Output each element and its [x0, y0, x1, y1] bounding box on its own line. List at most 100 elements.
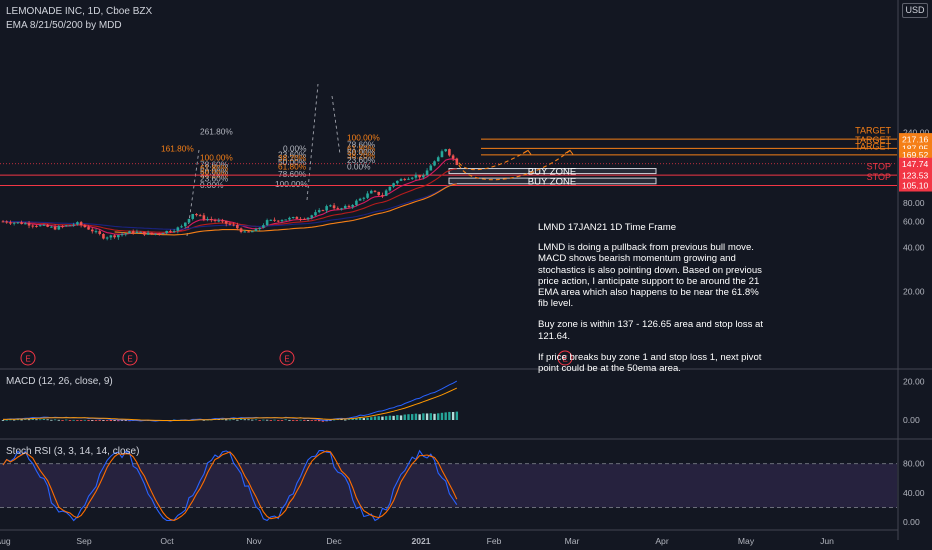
- candle-body: [90, 229, 94, 232]
- projection-path-2: [458, 149, 571, 181]
- candle-body: [232, 224, 235, 226]
- macd-histogram-bar: [12, 419, 16, 421]
- candle-body: [429, 165, 433, 171]
- macd-histogram-bar: [46, 419, 49, 421]
- candle-body: [418, 174, 421, 178]
- candle-body: [340, 208, 343, 210]
- macd-histogram-bar: [72, 419, 75, 421]
- macd-histogram-bar: [422, 413, 425, 420]
- candle-body: [239, 228, 243, 232]
- candle-body: [161, 233, 165, 235]
- macd-histogram-bar: [120, 420, 124, 421]
- macd-histogram-bar: [277, 420, 280, 421]
- macd-legend: MACD (12, 26, close, 9): [6, 376, 113, 387]
- candle-body: [250, 231, 254, 233]
- macd-histogram-bar: [20, 419, 23, 421]
- candle-body: [202, 215, 206, 220]
- macd-histogram-bar: [392, 415, 395, 420]
- price-flag: [899, 157, 932, 170]
- buy-zone-box: [448, 177, 657, 185]
- earnings-marker-label: E: [284, 355, 289, 364]
- candle-body: [12, 222, 16, 224]
- price-tick-label: 20.00: [903, 287, 925, 297]
- macd-histogram-bar: [303, 420, 306, 421]
- fib-level-label: 50.00%: [278, 157, 307, 167]
- candle-body: [451, 155, 455, 159]
- candle-body: [57, 226, 61, 230]
- stoch-d-line: [2, 450, 458, 521]
- time-axis-label: Sep: [76, 536, 92, 546]
- macd-histogram-bar: [370, 417, 373, 420]
- candle-body: [310, 215, 314, 218]
- candle-body: [276, 220, 280, 222]
- price-flag-label: 217.16: [902, 134, 929, 144]
- candle-body: [425, 170, 429, 176]
- time-axis-label: Mar: [565, 536, 580, 546]
- price-flag: [899, 179, 932, 192]
- candle-body: [440, 151, 444, 158]
- macd-histogram-bar: [65, 419, 68, 421]
- macd-tick-label: 20.00: [903, 376, 925, 386]
- target-label: TARGET: [855, 135, 891, 145]
- candle-body: [321, 210, 325, 212]
- time-axis-label: Jun: [820, 536, 834, 546]
- macd-histogram-bar: [124, 420, 127, 421]
- macd-histogram-bar: [414, 413, 418, 420]
- candle-body: [317, 210, 321, 213]
- candle-body: [206, 219, 209, 221]
- macd-histogram-bar: [284, 419, 287, 421]
- fib-level-label: 23.60%: [278, 149, 307, 159]
- candle-body: [128, 231, 131, 234]
- candle-body: [53, 226, 57, 230]
- fib-level-label: 78.60%: [347, 139, 376, 149]
- macd-histogram-bar: [50, 419, 53, 421]
- projection-arrow-1: [522, 149, 532, 155]
- macd-histogram-bar: [318, 420, 321, 422]
- macd-histogram-bar: [236, 419, 239, 421]
- candle-body: [183, 222, 187, 227]
- note-title: LMND 17JAN21 1D Time Frame: [538, 222, 677, 233]
- macd-histogram-bar: [243, 419, 246, 421]
- fib-trend-line: [331, 95, 341, 155]
- candle-body: [362, 197, 366, 199]
- candle-body: [165, 230, 168, 234]
- macd-signal-line: [3, 387, 458, 422]
- currency-button[interactable]: USD: [902, 3, 928, 18]
- candle-body: [176, 227, 180, 231]
- price-flag-label: 147.74: [902, 159, 929, 169]
- fib-trend-line: [306, 83, 319, 201]
- fib-level-label: 50.00%: [347, 147, 376, 157]
- candle-body: [27, 223, 31, 226]
- target-label: TARGET: [855, 141, 891, 151]
- fib-level-label: 61.80%: [200, 163, 229, 173]
- candle-body: [72, 224, 75, 226]
- fib-level-label: 100.00%: [200, 152, 233, 162]
- candle-body: [262, 225, 265, 228]
- candle-body: [143, 231, 146, 235]
- candle-body: [269, 219, 273, 221]
- candle-body: [329, 205, 332, 207]
- price-tick-label: 40.00: [903, 242, 925, 252]
- candle-body: [410, 177, 414, 179]
- price-flag-label: 187.95: [902, 144, 929, 154]
- macd-histogram-bar: [291, 420, 295, 421]
- candle-body: [433, 161, 436, 166]
- candle-body: [377, 191, 381, 196]
- macd-histogram-bar: [340, 419, 343, 421]
- candle-body: [113, 235, 116, 238]
- rsi-tick-label: 80.00: [903, 459, 925, 469]
- fib-level-label: 100.00%: [275, 179, 308, 189]
- macd-histogram-bar: [53, 419, 57, 421]
- macd-histogram-bar: [299, 419, 302, 421]
- candle-body: [392, 183, 395, 187]
- price-flag: [899, 169, 932, 182]
- macd-histogram-bar: [451, 411, 455, 420]
- rsi-legend: Stoch RSI (3, 3, 14, 14, close): [6, 446, 140, 457]
- macd-histogram-bar: [258, 420, 261, 421]
- candle-body: [146, 232, 150, 235]
- buy-zone-label: BUY ZONE: [528, 176, 576, 187]
- macd-histogram-bar: [94, 420, 98, 421]
- fib-level-label: 78.60%: [200, 159, 229, 169]
- fib-level-label: 0.00%: [200, 180, 224, 190]
